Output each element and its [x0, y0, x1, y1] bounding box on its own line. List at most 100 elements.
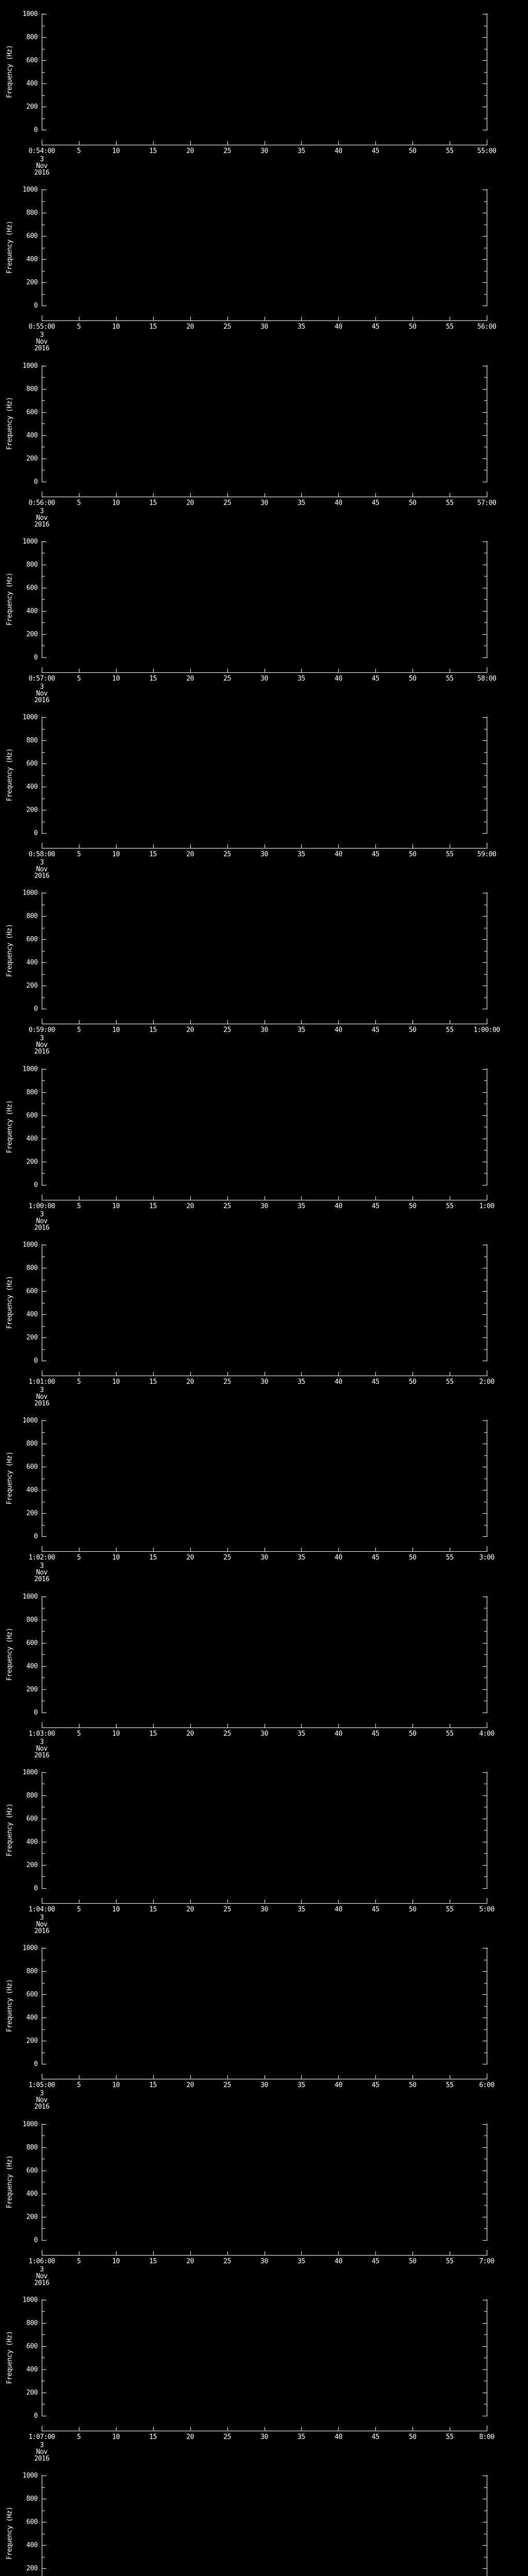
- y-axis-minor-tick: [42, 752, 45, 753]
- y-axis-minor-tick: [42, 1982, 45, 1984]
- y-axis-major-tick: [42, 939, 46, 940]
- time-axis-tick: [338, 844, 339, 849]
- time-axis-tick-label: 15: [149, 323, 157, 331]
- y-axis-minor-tick: [42, 1853, 45, 1854]
- y-axis-minor-tick: [42, 294, 45, 295]
- time-axis-line: [42, 1903, 487, 1904]
- time-axis-tick: [301, 844, 302, 849]
- time-axis-tick: [375, 1020, 376, 1024]
- y-axis-minor-tick: [42, 997, 45, 998]
- y-axis-tick-label: 600: [26, 232, 38, 241]
- time-axis-tick: [190, 844, 191, 849]
- y-axis-major-tick: [42, 1536, 46, 1537]
- y-axis-minor-tick: [42, 270, 45, 272]
- spectrogram-panel: Frequency (Hz) 1000 800 600 400 200 0 0:55:00 5 1…: [0, 176, 528, 352]
- time-axis-tick: [301, 1372, 302, 1376]
- y-axis-title: Frequency (Hz): [6, 2331, 14, 2384]
- time-axis-tick: [190, 668, 191, 672]
- y-axis-minor-tick: [42, 2006, 45, 2007]
- date-day-label: 3: [40, 1562, 44, 1570]
- time-axis-tick-label: 15: [149, 2257, 157, 2265]
- time-axis-tick-label: 20: [186, 499, 194, 507]
- date-day-label: 3: [40, 331, 44, 340]
- y-axis-tick-label: 600: [26, 584, 38, 592]
- y-axis-tick-label: 400: [26, 1134, 38, 1143]
- time-axis-tick: [338, 2427, 339, 2431]
- time-axis-tick-label: 25: [223, 1202, 231, 1210]
- time-axis-end-label: 58:00: [477, 674, 497, 683]
- time-axis-tick-label: 20: [186, 851, 194, 859]
- right-y-axis-minor-tick: [484, 423, 487, 425]
- time-axis-tick-label: 50: [408, 1554, 417, 1562]
- time-axis-tick: [412, 1372, 414, 1376]
- time-axis-tick-label: 20: [186, 1730, 194, 1738]
- time-axis-tick-label: 50: [408, 147, 417, 155]
- y-axis-major-tick: [42, 740, 46, 741]
- y-axis-major-tick: [42, 1069, 46, 1070]
- time-axis-tick-label: 35: [298, 1026, 305, 1035]
- date-day-label: 3: [40, 1738, 44, 1746]
- time-axis-tick-label: 5: [77, 1905, 81, 1913]
- right-y-axis-minor-tick: [484, 1654, 487, 1655]
- time-axis-tick: [338, 1723, 339, 1727]
- time-axis-start-label: 1:06:00: [28, 2257, 55, 2265]
- right-y-axis-minor-tick: [484, 1631, 487, 1632]
- time-axis-tick: [227, 493, 228, 497]
- time-axis-tick-label: 50: [408, 323, 417, 331]
- time-axis-tick-label: 40: [335, 1202, 342, 1210]
- y-axis-major-tick: [42, 1420, 46, 1421]
- y-axis-tick-label: 800: [26, 2319, 38, 2327]
- time-axis-tick: [227, 1020, 228, 1024]
- y-axis-tick-label: 800: [26, 1616, 38, 1624]
- right-y-axis-minor-tick: [484, 72, 487, 73]
- y-axis-major-tick: [42, 2545, 46, 2546]
- spectrogram-panel: Frequency (Hz) 1000 800 600 400 200 0 1:07:00 5 1…: [0, 2286, 528, 2462]
- time-axis-tick: [375, 2427, 376, 2431]
- y-axis-tick-label: 400: [26, 431, 38, 439]
- time-axis-tick-label: 45: [371, 2257, 380, 2265]
- time-axis-tick-label: 55: [446, 1026, 454, 1035]
- time-axis-tick: [153, 1372, 154, 1376]
- y-axis-major-tick: [42, 1865, 46, 1866]
- spectrogram-panel: Frequency (Hz) 1000 800 600 400 200 0 1:06:00 5 1…: [0, 2110, 528, 2286]
- y-axis-tick-label: 0: [34, 653, 38, 662]
- right-y-axis-major-tick: [483, 60, 487, 61]
- time-axis-tick-label: 5: [77, 674, 81, 683]
- right-y-axis-major-tick: [483, 541, 487, 542]
- y-axis-tick-label: 400: [26, 256, 38, 264]
- right-y-axis-major-tick: [483, 634, 487, 635]
- time-axis-tick-label: 10: [112, 2081, 120, 2090]
- y-axis-tick-label: 800: [26, 1440, 38, 1448]
- time-axis-tick-label: 5: [77, 1378, 81, 1386]
- y-axis-major-tick: [42, 1994, 46, 1995]
- time-axis-tick-label: 35: [298, 1378, 305, 1386]
- time-axis-tick-label: 45: [371, 323, 380, 331]
- right-y-axis-major-tick: [483, 1314, 487, 1315]
- right-y-axis-major-tick: [483, 2147, 487, 2148]
- time-axis-tick-label: 55: [446, 2257, 454, 2265]
- right-y-axis-major-tick: [483, 412, 487, 413]
- time-axis-tick-label: 10: [112, 1378, 120, 1386]
- y-axis-tick-label: 1000: [22, 889, 38, 897]
- spectrogram-panel: Frequency (Hz) 1000 800 600 400 200 0 1:02:00 5 1…: [0, 1406, 528, 1583]
- right-y-axis-minor-tick: [484, 599, 487, 600]
- time-axis-tick: [116, 1548, 117, 1552]
- time-axis-tick: [190, 1196, 191, 1200]
- time-axis-tick-label: 30: [260, 1378, 268, 1386]
- y-axis-major-tick: [42, 2124, 46, 2125]
- time-axis-tick: [116, 1899, 117, 1903]
- time-axis-tick-label: 45: [371, 1378, 380, 1386]
- y-axis-major-tick: [42, 435, 46, 436]
- time-axis-tick: [227, 2427, 228, 2431]
- time-axis-tick-label: 30: [260, 1730, 268, 1738]
- time-axis-tick-label: 5: [77, 1026, 81, 1035]
- time-axis-tick-label: 30: [260, 1905, 268, 1913]
- time-axis-tick-label: 50: [408, 851, 417, 859]
- time-axis-tick: [412, 2427, 414, 2431]
- time-axis-tick: [301, 141, 302, 145]
- time-axis-tick: [375, 844, 376, 849]
- y-axis-tick-label: 200: [26, 2565, 38, 2573]
- y-axis-tick-label: 0: [34, 1357, 38, 1365]
- time-axis-start-label: 1:05:00: [28, 2081, 55, 2090]
- right-y-axis-major-tick: [483, 2369, 487, 2370]
